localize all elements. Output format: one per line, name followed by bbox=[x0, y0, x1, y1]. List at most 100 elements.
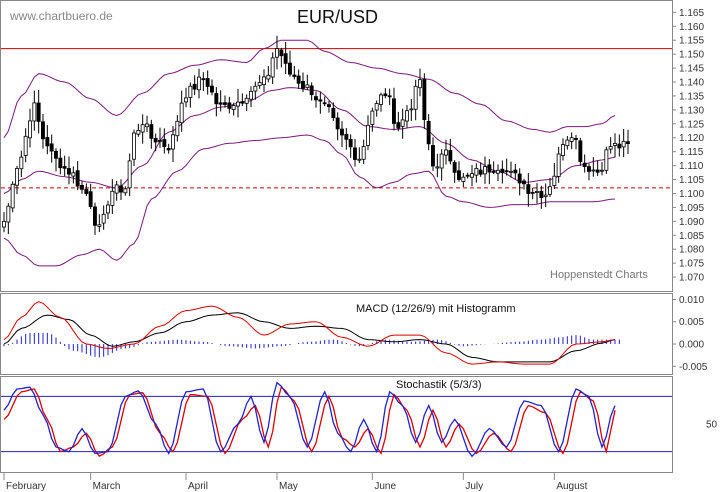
candle-body bbox=[439, 153, 444, 169]
candle-body bbox=[574, 137, 578, 140]
candle bbox=[88, 183, 93, 210]
candle-body bbox=[326, 104, 331, 108]
candle-body bbox=[54, 150, 58, 159]
candle-body bbox=[175, 120, 180, 137]
candle bbox=[110, 179, 115, 214]
price-y-tick-label: 1.145 bbox=[679, 64, 704, 75]
candle-body bbox=[93, 206, 97, 226]
candle bbox=[283, 42, 288, 74]
candle bbox=[621, 128, 626, 158]
x-tick-label: February bbox=[6, 481, 46, 492]
candle-body bbox=[617, 143, 622, 149]
candle bbox=[613, 133, 617, 158]
candle-body bbox=[357, 158, 362, 161]
candle bbox=[456, 161, 461, 182]
price-panel-frame bbox=[0, 0, 673, 292]
candle-body bbox=[179, 102, 184, 124]
candle-body bbox=[266, 74, 271, 80]
candle bbox=[539, 185, 544, 209]
candle-body bbox=[365, 124, 370, 146]
candle-body bbox=[361, 146, 366, 160]
candle bbox=[140, 114, 145, 144]
candle bbox=[80, 181, 84, 194]
candle-body bbox=[370, 110, 375, 125]
candle bbox=[378, 92, 383, 112]
x-tick-label: June bbox=[374, 481, 396, 492]
price-y-tick-label: 1.165 bbox=[679, 8, 704, 19]
candle bbox=[266, 66, 271, 83]
candle bbox=[253, 81, 258, 100]
candle bbox=[235, 88, 240, 118]
candle bbox=[214, 87, 219, 117]
candle bbox=[452, 160, 457, 183]
bollinger-lower-line bbox=[3, 134, 616, 267]
candle bbox=[396, 111, 401, 132]
x-tick-label: May bbox=[279, 481, 298, 492]
candle bbox=[23, 128, 28, 163]
candle-body bbox=[10, 183, 15, 209]
candle bbox=[352, 138, 357, 167]
candle bbox=[114, 180, 119, 201]
candle bbox=[144, 115, 149, 133]
candle bbox=[535, 183, 539, 204]
candle-body bbox=[430, 145, 435, 167]
price-y-tick-label: 1.120 bbox=[679, 133, 704, 144]
candle-body bbox=[140, 124, 145, 133]
candle-body bbox=[535, 191, 539, 193]
candle-body bbox=[526, 184, 531, 194]
candle-body bbox=[422, 78, 427, 121]
candle bbox=[348, 134, 353, 158]
candle-body bbox=[530, 191, 535, 194]
candle bbox=[71, 166, 76, 184]
candle bbox=[508, 161, 513, 178]
candle-body bbox=[539, 190, 544, 199]
candle-body bbox=[58, 157, 63, 169]
candle-body bbox=[569, 137, 574, 142]
candle-body bbox=[456, 170, 461, 180]
candle bbox=[36, 90, 41, 134]
candle bbox=[383, 88, 388, 99]
macd-y-tick-label: 0.010 bbox=[679, 295, 704, 306]
candle bbox=[300, 72, 305, 93]
candle bbox=[565, 136, 570, 150]
candle bbox=[127, 153, 132, 197]
candle-body bbox=[19, 156, 24, 170]
candle bbox=[153, 133, 158, 152]
candle bbox=[331, 102, 336, 122]
candle bbox=[313, 91, 318, 108]
candle bbox=[67, 156, 71, 185]
candle bbox=[106, 200, 110, 220]
candle bbox=[552, 162, 557, 190]
candle bbox=[504, 158, 509, 176]
candle bbox=[478, 162, 483, 177]
candle-body bbox=[487, 164, 492, 173]
watermark-text: www.chartbuero.de bbox=[9, 9, 113, 23]
price-y-tick-label: 1.140 bbox=[679, 78, 704, 89]
candle-body bbox=[183, 97, 188, 103]
bollinger-middle-line bbox=[3, 87, 616, 194]
candle-body bbox=[417, 79, 422, 89]
candle bbox=[10, 181, 15, 213]
price-y-tick-label: 1.155 bbox=[679, 36, 704, 47]
x-tick-label: July bbox=[465, 481, 483, 492]
candle bbox=[205, 70, 210, 95]
macd-title: MACD (12/26/9) mit Histogramm bbox=[356, 303, 516, 315]
candle bbox=[391, 87, 396, 131]
candle bbox=[443, 139, 448, 165]
candle bbox=[54, 148, 58, 172]
candle bbox=[101, 205, 106, 230]
candle-body bbox=[41, 121, 45, 140]
price-y-tick-label: 1.100 bbox=[679, 189, 704, 200]
candle bbox=[45, 125, 50, 155]
candle bbox=[448, 138, 453, 165]
candle-body bbox=[318, 99, 323, 102]
candle bbox=[465, 172, 470, 179]
candle bbox=[14, 165, 19, 195]
candle-body bbox=[214, 93, 219, 105]
candle bbox=[248, 86, 253, 108]
candle-body bbox=[253, 85, 258, 92]
price-y-tick-label: 1.080 bbox=[679, 245, 704, 256]
candle bbox=[474, 163, 479, 183]
